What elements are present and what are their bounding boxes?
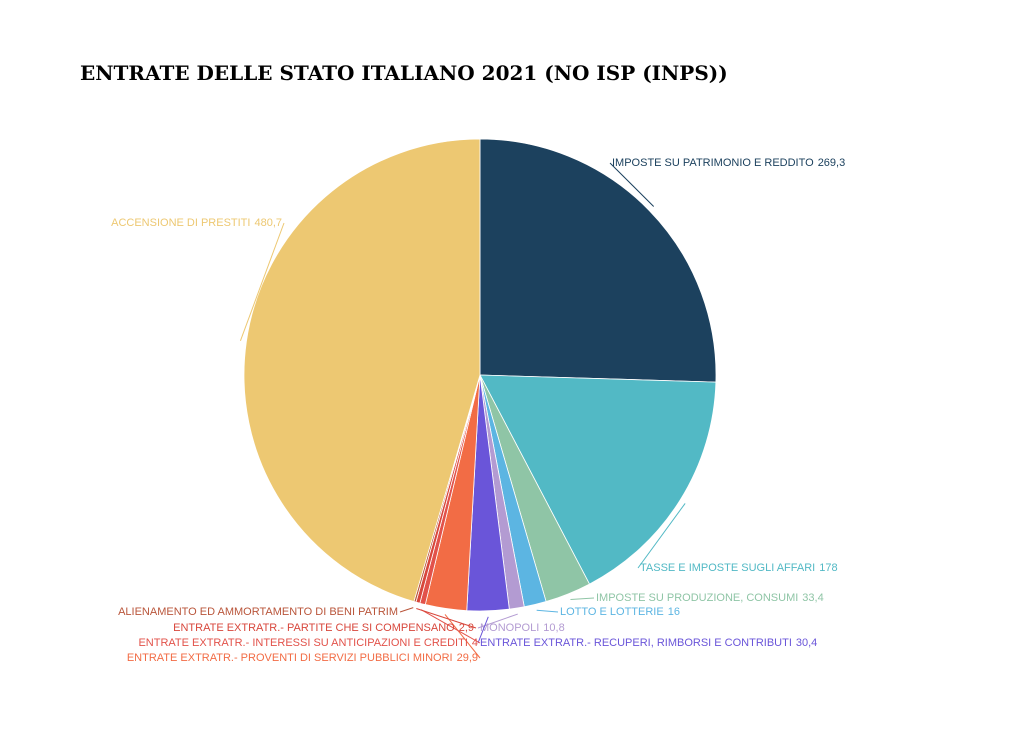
slice-value: 29,9 (457, 652, 478, 664)
slice-label: ENTRATE EXTRATR.- PROVENTI DI SERVIZI PU… (127, 652, 478, 664)
slice-name: ENTRATE EXTRATR.- RECUPERI, RIMBORSI E C… (480, 637, 792, 649)
leader-line (399, 607, 414, 613)
leader-line (239, 222, 285, 341)
slice-name: ENTRATE EXTRATR.- PARTITE CHE SI COMPENS… (173, 622, 455, 634)
pie-slice (479, 138, 717, 383)
slice-label: MONOPOLI 10,8 (480, 622, 565, 634)
slice-name: IMPOSTE SU PATRIMONIO E REDDITO (612, 157, 814, 169)
slice-label: ACCENSIONE DI PRESTITI 480,7 (111, 217, 282, 229)
slice-value: 33,4 (802, 592, 823, 604)
slice-label: ALIENAMENTO ED AMMORTAMENTO DI BENI PATR… (118, 606, 398, 618)
pie-slice (243, 138, 481, 603)
leader-line (444, 614, 481, 659)
slice-value: 2,9 (459, 622, 474, 634)
slice-label: IMPOSTE SU PRODUZIONE, CONSUMI 33,4 (596, 592, 824, 604)
leader-line (536, 609, 559, 613)
slice-label: IMPOSTE SU PATRIMONIO E REDDITO 269,3 (612, 157, 845, 169)
slice-name: IMPOSTE SU PRODUZIONE, CONSUMI (596, 592, 798, 604)
leader-line (609, 162, 655, 207)
leader-line (420, 609, 481, 644)
slice-label: TASSE E IMPOSTE SUGLI AFFARI 178 (640, 562, 838, 574)
slice-value: 480,7 (254, 217, 282, 229)
chart-title: ENTRATE DELLE STATO ITALIANO 2021 (NO IS… (80, 61, 728, 85)
slice-name: ENTRATE EXTRATR.- PROVENTI DI SERVIZI PU… (127, 652, 453, 664)
slice-name: MONOPOLI (480, 622, 539, 634)
slice-name: ENTRATE EXTRATR.- INTERESSI SU ANTICIPAZ… (138, 637, 467, 649)
slice-value: 269,3 (818, 157, 846, 169)
slice-name: ACCENSIONE DI PRESTITI (111, 217, 250, 229)
slice-value: 178 (819, 562, 837, 574)
slice-label: ENTRATE EXTRATR.- PARTITE CHE SI COMPENS… (173, 622, 474, 634)
leader-line (477, 616, 489, 644)
slice-label: ENTRATE EXTRATR.- INTERESSI SU ANTICIPAZ… (138, 637, 478, 649)
slice-name: TASSE E IMPOSTE SUGLI AFFARI (640, 562, 815, 574)
slice-value: 16 (668, 606, 680, 618)
slice-value: 4 (472, 637, 478, 649)
leader-line (637, 503, 686, 569)
slice-name: LOTTO E LOTTERIE (560, 606, 664, 618)
slice-value: 30,4 (796, 637, 817, 649)
slice-label: ENTRATE EXTRATR.- RECUPERI, RIMBORSI E C… (480, 637, 817, 649)
leader-line (570, 597, 595, 600)
slice-label: LOTTO E LOTTERIE 16 (560, 606, 680, 618)
slice-value: 10,8 (543, 622, 564, 634)
pie-slice (479, 374, 717, 585)
leader-line (416, 607, 477, 629)
slice-name: ALIENAMENTO ED AMMORTAMENTO DI BENI PATR… (118, 606, 398, 618)
